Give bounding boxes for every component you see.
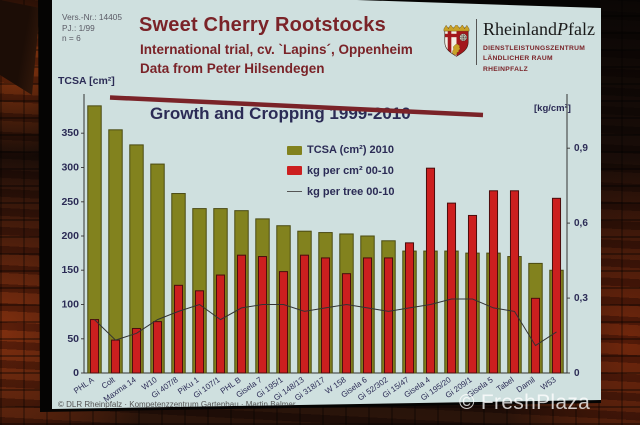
svg-text:350: 350 <box>61 127 79 139</box>
svg-text:250: 250 <box>61 196 79 208</box>
svg-text:0,9: 0,9 <box>574 143 588 154</box>
svg-text:0,6: 0,6 <box>574 218 588 229</box>
svg-text:200: 200 <box>61 230 79 242</box>
svg-text:50: 50 <box>67 333 79 345</box>
svg-text:0,3: 0,3 <box>574 293 588 304</box>
svg-text:0: 0 <box>73 367 79 379</box>
svg-text:150: 150 <box>61 264 79 276</box>
svg-text:0: 0 <box>574 368 580 379</box>
svg-text:W53: W53 <box>539 375 558 392</box>
svg-text:300: 300 <box>61 162 79 174</box>
svg-text:100: 100 <box>61 299 79 311</box>
